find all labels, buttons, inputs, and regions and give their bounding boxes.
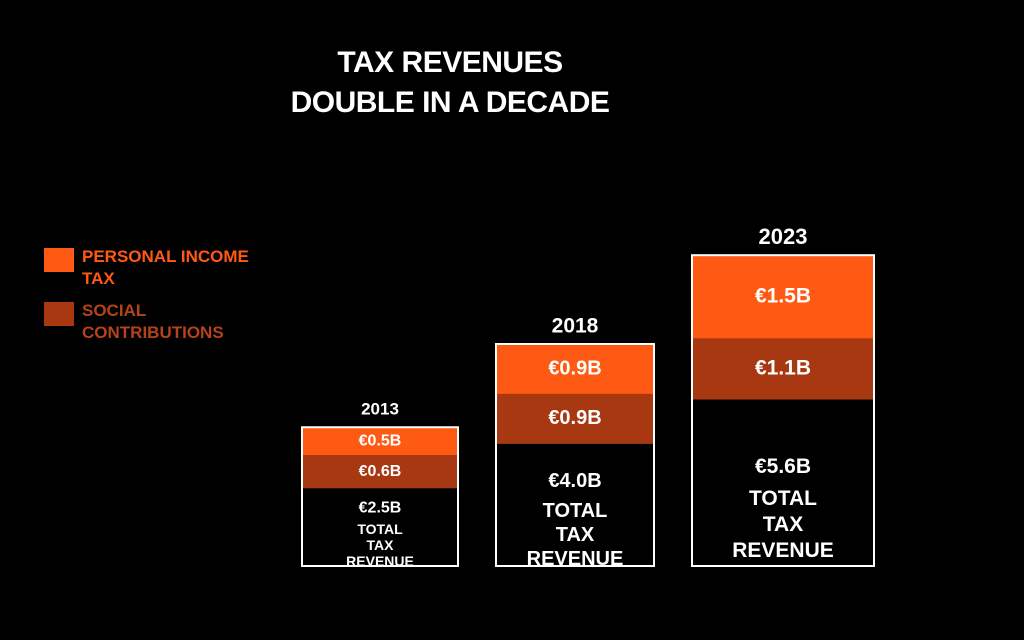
chart-title-line2: DOUBLE IN A DECADE xyxy=(290,86,610,119)
data-label-social-contributions-2013: €0.6B xyxy=(359,463,402,480)
total-value-label-2013: €2.5B xyxy=(359,500,402,517)
data-label-personal-income-tax-2018: €0.9B xyxy=(548,357,601,379)
legend-label-personal-income-tax: PERSONAL INCOME TAX xyxy=(82,247,249,288)
total-caption-total-2013: TOTAL xyxy=(357,521,403,537)
data-label-social-contributions-2018: €0.9B xyxy=(548,407,601,429)
bar-segment-social-contributions-2013 xyxy=(302,455,458,489)
total-caption-revenue-2013: REVENUE xyxy=(346,553,414,569)
total-caption-revenue-2023: REVENUE xyxy=(732,539,834,562)
total-value-label-2023: €5.6B xyxy=(755,455,811,478)
chart-title-line1: TAX REVENUES xyxy=(337,46,563,79)
bar-segment-personal-income-tax-2018 xyxy=(496,344,654,394)
bar-segment-personal-income-tax-2013 xyxy=(302,427,458,455)
total-value-label-2018: €4.0B xyxy=(548,470,601,492)
year-label-2013: 2013 xyxy=(361,400,399,419)
legend-item-social-contributions: SOCIAL CONTRIBUTIONS xyxy=(44,300,262,344)
legend-swatch-social-contributions xyxy=(44,302,74,326)
total-caption-revenue-2018: REVENUE xyxy=(527,548,624,570)
bar-outline-2023 xyxy=(691,254,875,567)
data-label-social-contributions-2023: €1.1B xyxy=(755,357,811,380)
bar-outline-2013 xyxy=(301,426,459,567)
bar-segment-personal-income-tax-2023 xyxy=(692,255,874,339)
data-label-personal-income-tax-2013: €0.5B xyxy=(359,432,402,449)
year-label-2023: 2023 xyxy=(759,224,808,249)
legend-item-personal-income-tax: PERSONAL INCOME TAX xyxy=(44,246,262,290)
year-label-2018: 2018 xyxy=(552,315,599,338)
bar-segment-social-contributions-2018 xyxy=(496,393,654,444)
legend-label-social-contributions: SOCIAL CONTRIBUTIONS xyxy=(82,301,224,342)
total-caption-total-2018: TOTAL xyxy=(543,500,608,522)
bar-segment-social-contributions-2023 xyxy=(692,338,874,400)
total-caption-tax-2018: TAX xyxy=(556,524,595,546)
total-caption-total-2023: TOTAL xyxy=(749,487,817,510)
total-caption-tax-2023: TAX xyxy=(763,513,803,536)
legend-swatch-personal-income-tax xyxy=(44,248,74,272)
total-caption-tax-2013: TAX xyxy=(367,537,395,553)
data-label-personal-income-tax-2023: €1.5B xyxy=(755,284,811,307)
bar-outline-2018 xyxy=(495,343,655,567)
